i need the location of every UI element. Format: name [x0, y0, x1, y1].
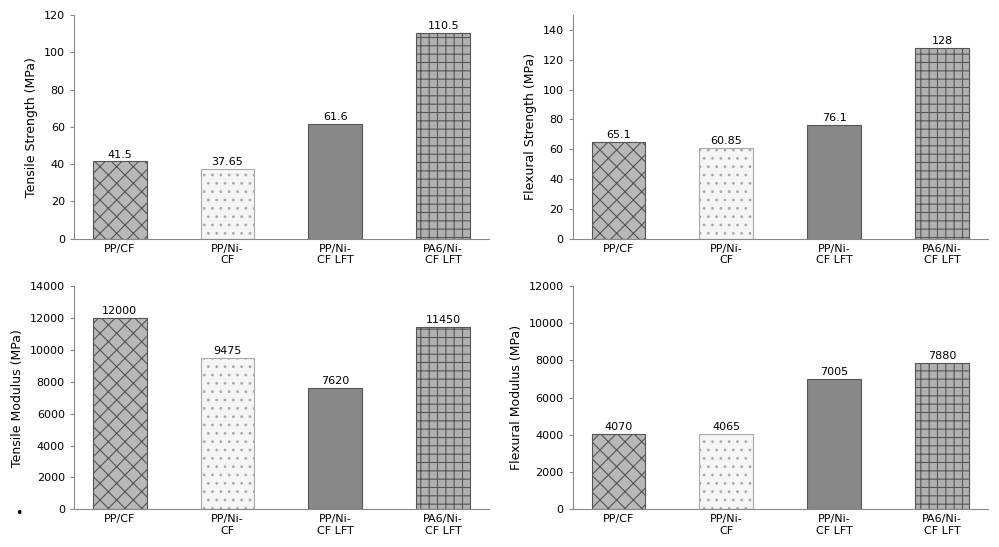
Text: 7620: 7620 — [322, 376, 350, 386]
Text: 60.85: 60.85 — [710, 136, 742, 146]
Text: 41.5: 41.5 — [107, 149, 132, 160]
Text: 37.65: 37.65 — [212, 157, 244, 167]
Y-axis label: Tensile Strength (MPa): Tensile Strength (MPa) — [25, 57, 38, 197]
Text: •: • — [15, 507, 22, 520]
Bar — [309, 124, 363, 238]
Bar — [699, 148, 753, 238]
Text: 11450: 11450 — [426, 315, 461, 325]
Bar — [93, 161, 147, 238]
Bar — [309, 388, 363, 509]
Text: 7880: 7880 — [928, 351, 956, 361]
Bar — [591, 142, 645, 238]
Text: 76.1: 76.1 — [822, 113, 846, 124]
Y-axis label: Flexural Modulus (MPa): Flexural Modulus (MPa) — [509, 325, 522, 470]
Bar — [915, 48, 969, 238]
Text: 9475: 9475 — [214, 346, 242, 356]
Text: 110.5: 110.5 — [428, 21, 460, 31]
Bar — [699, 434, 753, 509]
Bar — [201, 358, 255, 509]
Text: 12000: 12000 — [102, 306, 137, 316]
Bar — [807, 125, 861, 238]
Bar — [591, 434, 645, 509]
Bar — [915, 363, 969, 509]
Bar — [201, 168, 255, 238]
Text: 4070: 4070 — [604, 422, 632, 432]
Bar — [417, 33, 471, 238]
Text: 4065: 4065 — [712, 422, 740, 432]
Text: 61.6: 61.6 — [323, 112, 348, 122]
Text: 65.1: 65.1 — [606, 130, 630, 140]
Y-axis label: Flexural Strength (MPa): Flexural Strength (MPa) — [523, 54, 536, 200]
Bar — [807, 379, 861, 509]
Bar — [93, 318, 147, 509]
Y-axis label: Tensile Modulus (MPa): Tensile Modulus (MPa) — [11, 329, 24, 467]
Bar — [417, 327, 471, 509]
Text: 128: 128 — [931, 36, 953, 46]
Text: 7005: 7005 — [820, 367, 848, 377]
